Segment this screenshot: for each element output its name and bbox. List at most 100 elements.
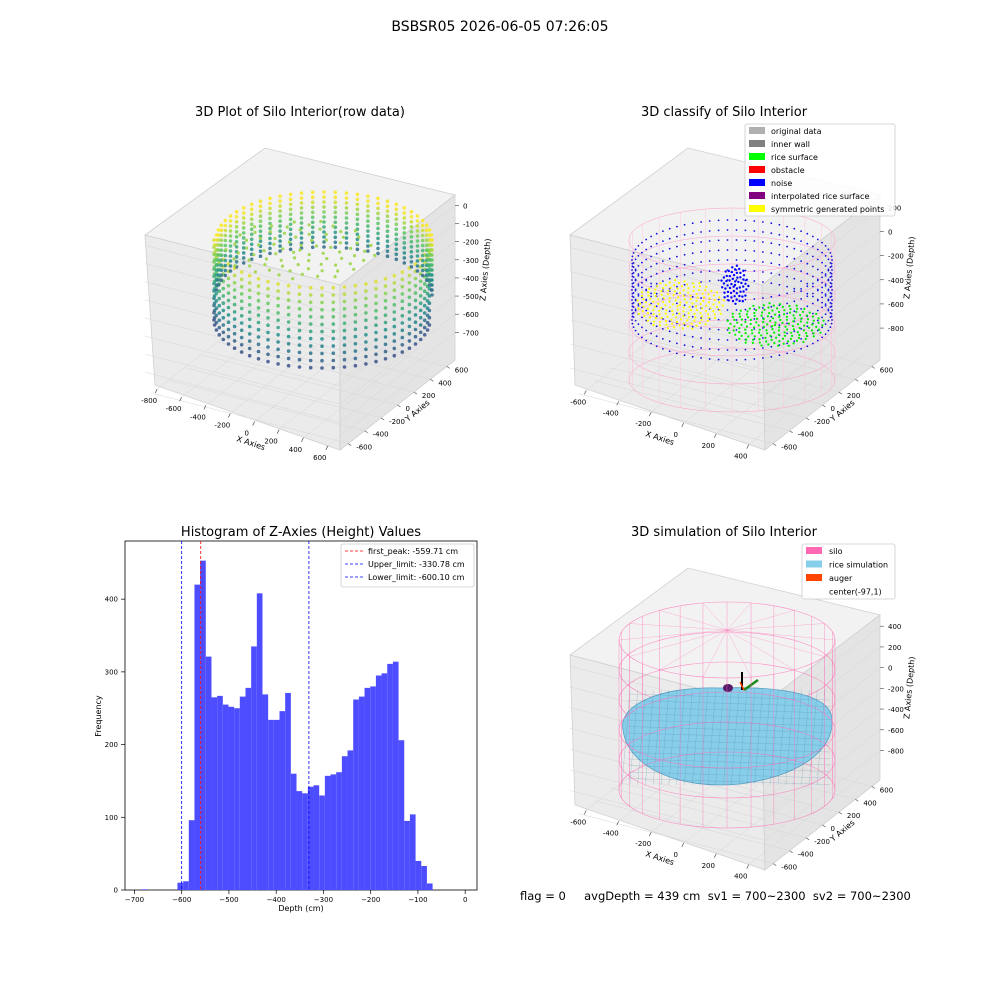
rice-surface-point xyxy=(807,326,811,329)
rice-surface-point xyxy=(751,332,754,335)
noise-point xyxy=(700,297,702,299)
symmetric-point xyxy=(705,285,708,288)
scatter-point xyxy=(366,249,370,253)
scatter-point xyxy=(216,258,221,262)
histogram-bar xyxy=(392,661,399,890)
symmetric-point xyxy=(713,299,716,302)
scatter-point xyxy=(344,196,349,200)
noise-point xyxy=(676,265,678,268)
scatter-point xyxy=(320,337,324,341)
scatter-point xyxy=(420,263,425,268)
histogram-bar xyxy=(313,785,320,890)
scatter-point xyxy=(366,214,370,218)
scatter-point xyxy=(239,270,244,274)
scatter-point xyxy=(320,322,324,327)
scatter-point xyxy=(219,258,224,263)
scatter-point xyxy=(297,285,302,289)
noise-point xyxy=(778,283,781,286)
noise-point xyxy=(632,272,635,274)
noise-point xyxy=(730,296,733,299)
noise-point xyxy=(821,336,823,339)
mesh-line xyxy=(627,693,831,701)
scatter-point xyxy=(385,239,390,243)
scatter-point xyxy=(266,308,270,313)
noise-point xyxy=(737,280,740,284)
scatter-point xyxy=(425,291,430,296)
y-tick-mark xyxy=(380,417,385,421)
scatter-point xyxy=(258,209,263,213)
scatter-point xyxy=(418,286,423,291)
noise-point xyxy=(762,241,764,243)
scatter-point xyxy=(256,349,261,354)
rice-surface-point xyxy=(789,308,792,311)
rice-surface-point xyxy=(822,319,825,322)
symmetric-point xyxy=(707,313,710,316)
noise-point xyxy=(821,296,823,299)
noise-point xyxy=(655,325,658,328)
scatter-point xyxy=(402,251,407,255)
noise-point xyxy=(645,329,648,332)
z-tick-label: -700 xyxy=(463,329,479,337)
noise-point xyxy=(631,255,634,258)
scatter-point xyxy=(353,320,358,324)
scatter-point xyxy=(383,327,388,332)
scatter-point xyxy=(429,243,434,247)
noise-point xyxy=(747,284,750,288)
noise-point xyxy=(742,285,745,288)
noise-point xyxy=(812,292,814,295)
rice-surface-point xyxy=(745,313,749,316)
legend-swatch xyxy=(806,560,822,568)
symmetric-point xyxy=(664,284,667,287)
noise-point xyxy=(829,272,832,274)
scatter-point xyxy=(415,259,420,263)
noise-point xyxy=(634,248,637,251)
symmetric-point xyxy=(698,321,701,324)
scatter-point xyxy=(322,210,326,214)
noise-point xyxy=(786,302,788,305)
scatter-point xyxy=(424,223,429,227)
scatter-point xyxy=(223,243,228,248)
symmetric-point xyxy=(657,298,660,301)
scatter-point xyxy=(415,244,420,248)
scatter-point xyxy=(333,230,338,235)
noise-point xyxy=(691,325,694,328)
x-tick-label: -400 xyxy=(603,409,619,417)
noise-point xyxy=(742,290,745,293)
x-grid-line xyxy=(748,774,864,865)
scatter-point xyxy=(286,320,291,324)
noise-point xyxy=(708,250,711,252)
scatter-point xyxy=(418,337,423,342)
rice-surface-point xyxy=(740,323,743,326)
noise-point xyxy=(827,288,830,291)
symmetric-point xyxy=(674,316,678,319)
histogram-bar xyxy=(273,719,280,890)
noise-point xyxy=(662,260,664,262)
scatter-point xyxy=(385,254,390,258)
noise-point xyxy=(632,252,635,254)
scatter-point xyxy=(212,318,216,322)
noise-point xyxy=(683,263,686,266)
rice-surface-point xyxy=(758,306,761,309)
noise-point xyxy=(717,279,720,282)
scatter-point xyxy=(266,352,270,357)
noise-point xyxy=(641,326,643,329)
scatter-point xyxy=(232,317,237,321)
scatter-point xyxy=(291,277,295,281)
rice-surface-point xyxy=(751,338,755,341)
scatter-point xyxy=(427,228,432,232)
noise-point xyxy=(728,286,732,290)
silo-roof-strut xyxy=(702,629,728,678)
scatter-point xyxy=(420,233,425,238)
noise-point xyxy=(655,315,658,318)
rice-surface-point xyxy=(731,312,734,315)
noise-point xyxy=(634,319,637,322)
histogram-bar xyxy=(245,687,252,890)
scatter-point xyxy=(219,223,224,227)
rice-surface-point xyxy=(777,329,781,332)
y-grid-line xyxy=(218,341,414,393)
noise-point xyxy=(732,285,735,288)
noise-point xyxy=(650,342,652,345)
scatter-point xyxy=(241,231,246,235)
histogram-vlines xyxy=(181,541,310,890)
